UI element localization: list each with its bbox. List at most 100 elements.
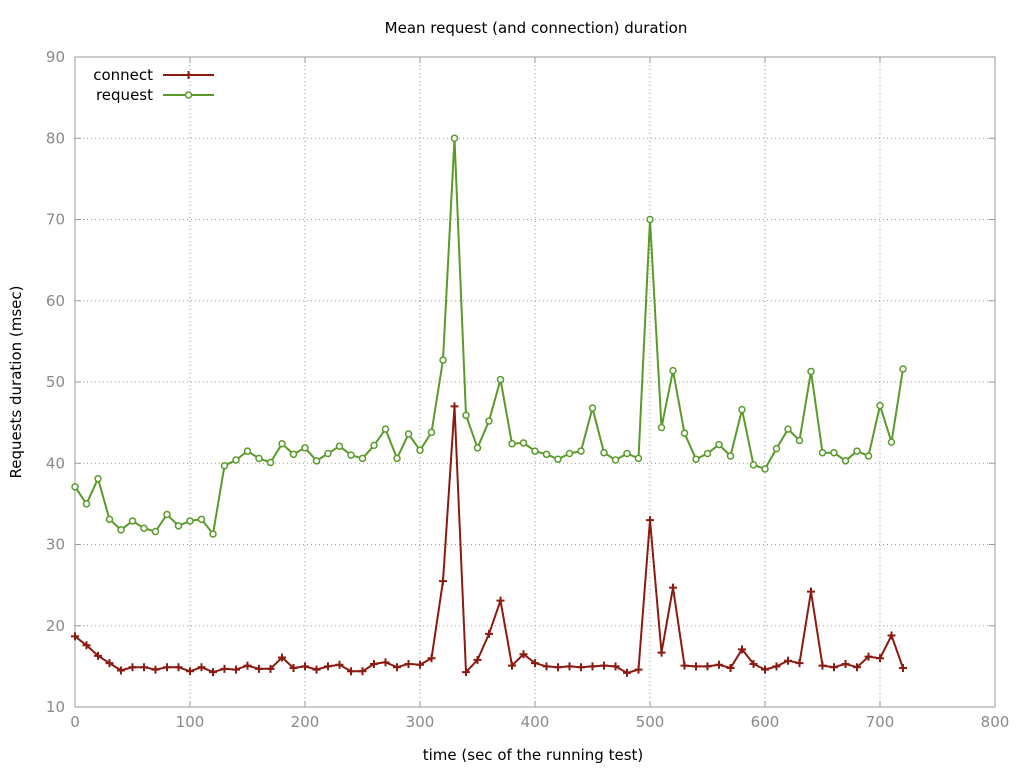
data-point-connect	[358, 667, 367, 676]
data-point-request	[151, 527, 160, 536]
data-point-request	[726, 452, 735, 460]
data-point-request	[462, 411, 470, 420]
data-point-connect	[519, 650, 528, 659]
data-point-connect	[140, 663, 148, 672]
data-point-request	[209, 530, 217, 538]
data-point-connect	[278, 653, 286, 662]
data-point-connect	[128, 663, 137, 672]
data-point-connect	[715, 660, 723, 669]
series-request	[71, 134, 907, 538]
x-tick-label: 800	[981, 713, 1010, 731]
data-point-connect	[496, 596, 505, 605]
data-point-connect	[588, 662, 597, 671]
data-point-request	[795, 436, 804, 445]
data-point-request	[646, 215, 654, 224]
data-point-connect	[370, 659, 378, 668]
data-point-request	[220, 461, 229, 470]
data-point-request	[94, 474, 102, 483]
x-tick-label: 700	[866, 713, 895, 731]
data-point-connect	[646, 516, 654, 525]
data-point-connect	[531, 659, 539, 668]
data-point-connect	[818, 661, 827, 670]
series	[71, 134, 907, 677]
data-point-request	[255, 454, 263, 463]
data-point-connect	[209, 668, 217, 677]
data-point-request	[335, 442, 344, 450]
data-point-connect	[772, 662, 781, 671]
data-point-request	[876, 401, 884, 410]
x-tick-label: 600	[751, 713, 780, 731]
data-point-request	[807, 367, 815, 376]
data-point-request	[715, 440, 723, 449]
data-point-connect	[473, 655, 482, 664]
data-point-request	[404, 430, 413, 438]
data-point-connect	[485, 629, 493, 638]
data-point-request	[71, 483, 79, 491]
data-point-connect	[347, 667, 355, 676]
data-point-request	[312, 457, 321, 465]
legend-marker-request	[184, 91, 193, 99]
data-point-connect	[174, 663, 183, 672]
data-point-connect	[186, 667, 194, 676]
data-point-request	[381, 425, 390, 433]
data-point-request	[830, 448, 838, 457]
data-point-request	[105, 515, 114, 524]
data-point-request	[565, 449, 574, 458]
y-tick-label: 60	[46, 292, 65, 310]
data-point-request	[266, 458, 275, 467]
data-point-connect	[611, 662, 620, 671]
data-point-request	[531, 447, 539, 455]
data-point-request	[772, 444, 781, 453]
x-axis-label: time (sec of the running test)	[423, 746, 644, 764]
data-point-request	[761, 465, 769, 473]
data-point-connect	[623, 668, 631, 677]
data-point-connect	[864, 652, 873, 661]
legend: connect request	[93, 66, 214, 104]
data-point-request	[324, 449, 332, 458]
data-point-connect	[726, 664, 735, 672]
x-tick-label: 500	[636, 713, 665, 731]
data-point-request	[588, 404, 597, 412]
data-point-connect	[289, 664, 298, 672]
data-point-request	[611, 456, 620, 464]
data-point-connect	[680, 661, 689, 670]
data-point-connect	[634, 665, 643, 674]
data-point-connect	[600, 661, 608, 670]
data-point-request	[427, 428, 436, 437]
data-point-connect	[416, 660, 424, 669]
y-tick-label: 90	[46, 48, 65, 66]
data-point-request	[496, 375, 505, 384]
data-point-connect	[841, 659, 850, 668]
data-point-connect	[82, 641, 91, 650]
data-point-connect	[393, 663, 401, 672]
data-point-connect	[439, 577, 447, 586]
data-point-connect	[657, 648, 666, 657]
data-point-request	[899, 365, 907, 373]
data-point-connect	[243, 661, 252, 670]
data-point-connect	[404, 659, 413, 668]
data-point-request	[82, 500, 91, 508]
data-point-connect	[232, 665, 240, 674]
data-point-connect	[335, 660, 344, 669]
y-tick-label: 20	[46, 617, 65, 635]
legend-marker-connect	[184, 71, 193, 79]
data-point-connect	[577, 663, 585, 672]
legend-label-connect: connect	[93, 66, 153, 84]
data-point-request	[542, 450, 551, 459]
data-point-connect	[381, 658, 390, 667]
data-point-connect	[197, 663, 206, 672]
data-point-request	[623, 449, 631, 458]
series-connect	[71, 402, 907, 677]
x-tick-label: 0	[70, 713, 80, 731]
data-point-connect	[738, 645, 746, 654]
data-point-request	[358, 454, 367, 463]
data-point-connect	[105, 659, 114, 668]
data-point-connect	[795, 659, 804, 668]
data-point-request	[738, 405, 746, 414]
data-point-request	[163, 510, 171, 519]
data-point-connect	[853, 663, 861, 672]
data-point-connect	[830, 663, 838, 672]
x-tick-label: 100	[176, 713, 205, 731]
data-point-connect	[876, 654, 884, 663]
